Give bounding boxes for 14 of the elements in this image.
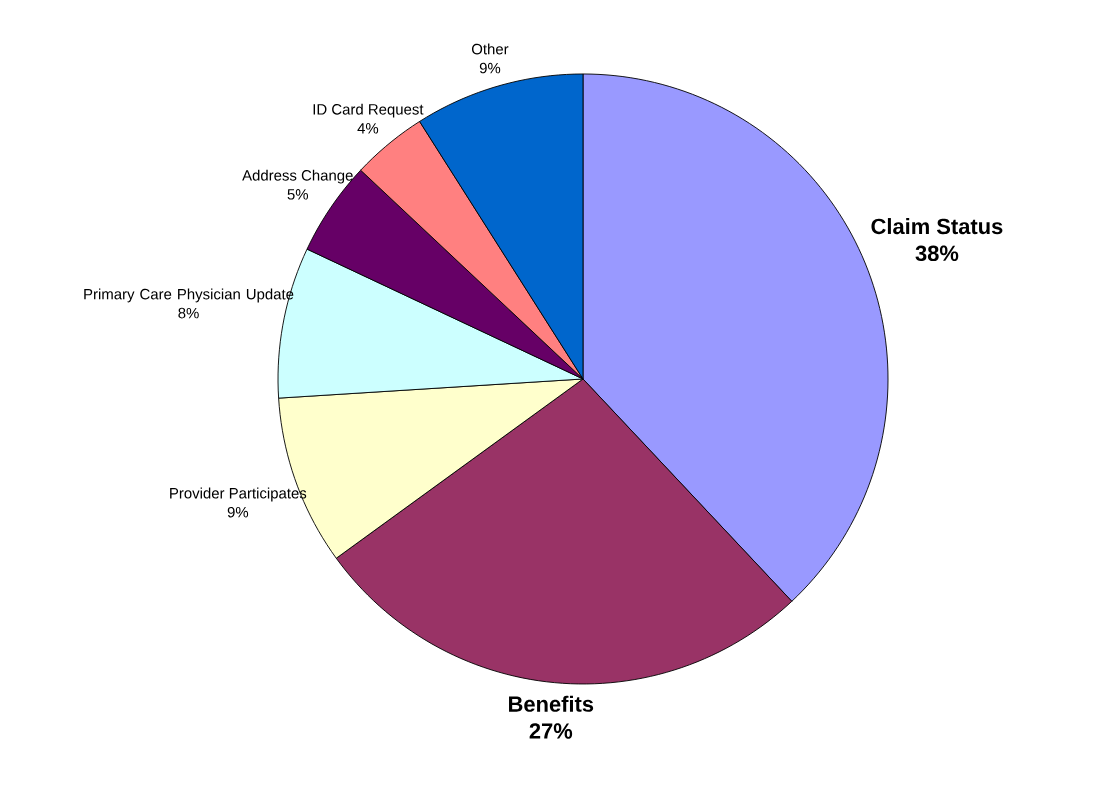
data-label: 5%	[287, 189, 309, 200]
slice-label: Provider Participates	[170, 487, 307, 502]
data-label: 4%	[357, 123, 379, 134]
slice-label: Benefits	[509, 695, 594, 712]
data-label: 9%	[227, 506, 249, 518]
slice-label: Primary Care Physician Update	[84, 288, 294, 303]
data-label: 9%	[479, 62, 501, 74]
data-label: 27%	[529, 723, 573, 739]
data-label: 38%	[915, 245, 959, 262]
slice-label: Other	[471, 43, 509, 55]
slice-label: Address Change	[242, 169, 353, 184]
slice-label: ID Card Request	[313, 103, 424, 118]
data-label: 8%	[178, 307, 199, 319]
slice-label: Claim Status	[871, 218, 1003, 235]
